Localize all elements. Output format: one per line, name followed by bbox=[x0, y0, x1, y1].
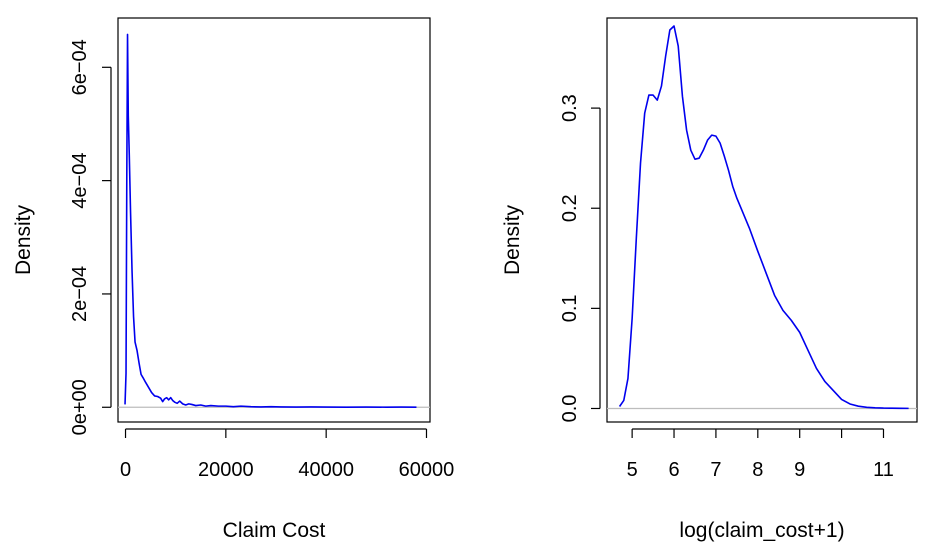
y-axis-title: Density bbox=[12, 204, 35, 275]
y-tick-label: 2e−04 bbox=[69, 266, 91, 322]
y-axis-title: Density bbox=[501, 204, 524, 275]
plot-frame bbox=[606, 17, 918, 423]
plot-frame bbox=[117, 17, 431, 423]
x-axis-title: Claim Cost bbox=[223, 519, 326, 542]
x-tick-label: 5 bbox=[627, 459, 638, 481]
y-tick-label: 0e+00 bbox=[69, 379, 91, 435]
y-tick-label: 4e−04 bbox=[69, 153, 91, 209]
density-line-cost bbox=[124, 33, 417, 408]
x-tick-label: 6 bbox=[668, 459, 679, 481]
log-claim-cost-density-panel: 5 6 7 8 9 11 0.0 0.1 0.2 0.3 log(claim_cost+1) Dens… bbox=[501, 17, 918, 542]
x-axis-title: log(claim_cost+1) bbox=[679, 519, 844, 542]
y-tick-label: 0.3 bbox=[559, 94, 581, 122]
y-tick-label: 6e−04 bbox=[69, 39, 91, 95]
x-tick-label: 0 bbox=[120, 459, 131, 481]
y-tick-label: 0.1 bbox=[559, 294, 581, 322]
x-tick-label: 8 bbox=[752, 459, 763, 481]
claim-cost-density-panel: 0 20000 40000 60000 0e+00 2e−04 4e−04 6e−04 Clai… bbox=[12, 17, 455, 542]
x-tick-label: 9 bbox=[794, 459, 805, 481]
x-tick-label: 7 bbox=[710, 459, 721, 481]
x-tick-label: 11 bbox=[873, 459, 894, 481]
density-line-log bbox=[618, 25, 909, 410]
x-tick-label: 20000 bbox=[198, 459, 254, 481]
x-tick-label: 60000 bbox=[399, 459, 455, 481]
y-tick-label: 0.2 bbox=[559, 194, 581, 222]
y-tick-label: 0.0 bbox=[559, 395, 581, 423]
x-tick-label: 40000 bbox=[298, 459, 354, 481]
